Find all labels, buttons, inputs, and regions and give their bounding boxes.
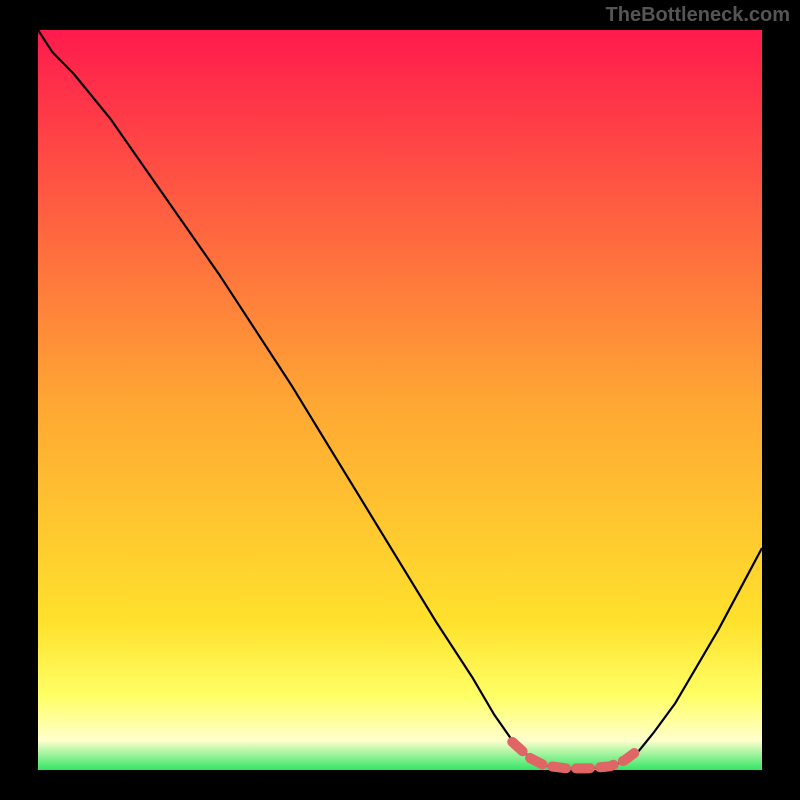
watermark-text: TheBottleneck.com [606,4,790,27]
valley-highlight-trace [512,742,637,768]
chart-svg [0,0,800,800]
bottleneck-curve [38,30,762,769]
chart-container: TheBottleneck.com [0,0,800,800]
